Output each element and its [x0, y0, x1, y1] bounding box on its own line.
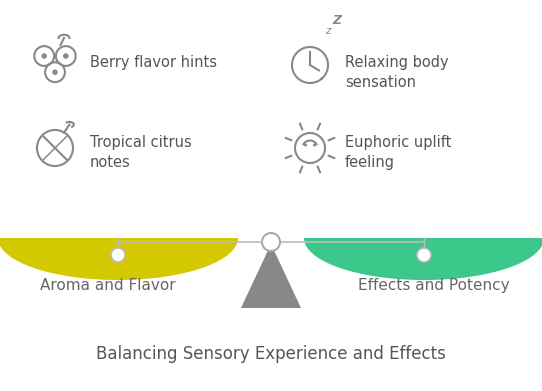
Polygon shape — [304, 238, 542, 280]
Text: Relaxing body
sensation: Relaxing body sensation — [345, 55, 449, 90]
Circle shape — [53, 70, 57, 74]
Circle shape — [111, 248, 125, 262]
Text: Z: Z — [332, 14, 341, 27]
Circle shape — [313, 143, 316, 147]
Text: Berry flavor hints: Berry flavor hints — [90, 55, 217, 70]
Text: Effects and Potency: Effects and Potency — [358, 278, 510, 293]
Polygon shape — [241, 244, 301, 308]
Polygon shape — [0, 238, 238, 280]
Text: Euphoric uplift
feeling: Euphoric uplift feeling — [345, 135, 451, 170]
Circle shape — [417, 248, 431, 262]
Circle shape — [42, 54, 47, 58]
Circle shape — [63, 54, 68, 58]
Text: Aroma and Flavor: Aroma and Flavor — [40, 278, 176, 293]
Text: z: z — [325, 26, 331, 36]
Circle shape — [262, 233, 280, 251]
Circle shape — [304, 143, 307, 147]
Text: Tropical citrus
notes: Tropical citrus notes — [90, 135, 192, 170]
Text: Balancing Sensory Experience and Effects: Balancing Sensory Experience and Effects — [96, 345, 446, 363]
